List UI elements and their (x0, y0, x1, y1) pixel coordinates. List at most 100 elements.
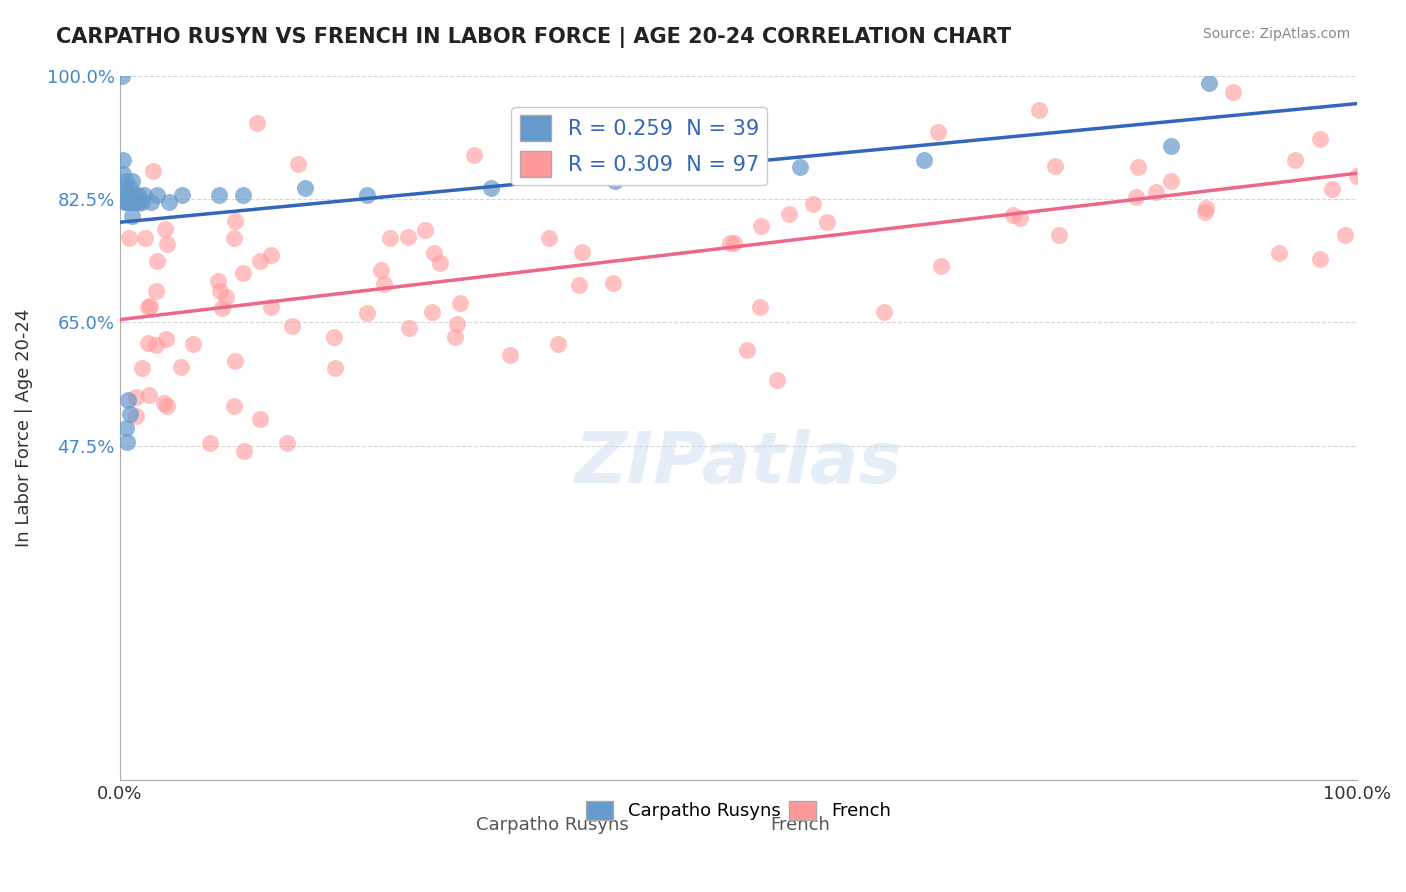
Point (1195, 202, 1218, 216)
Point (378, 231, 401, 245)
Point (1160, 139, 1182, 153)
Point (1309, 252, 1331, 267)
Point (224, 399, 246, 413)
Point (499, 348, 522, 362)
Point (603, 174, 626, 188)
Point (929, 259, 952, 273)
Point (125, 409, 148, 424)
Point (1047, 227, 1070, 242)
Point (134, 231, 156, 245)
Point (718, 235, 741, 250)
Point (136, 301, 159, 315)
Point (1001, 208, 1024, 222)
Point (1198, 76, 1220, 90)
Point (125, 390, 148, 404)
Point (114, 195, 136, 210)
Point (446, 317, 468, 331)
Point (873, 305, 896, 319)
Point (112, 153, 135, 167)
Point (142, 164, 165, 178)
Text: Source: ZipAtlas.com: Source: ZipAtlas.com (1202, 27, 1350, 41)
Point (249, 412, 271, 426)
Point (443, 330, 465, 344)
Point (246, 116, 269, 130)
Point (1144, 186, 1167, 200)
Point (287, 157, 309, 171)
Point (617, 148, 640, 162)
Point (157, 195, 180, 210)
Point (789, 160, 811, 174)
Point (115, 188, 138, 202)
Point (153, 395, 176, 409)
Point (153, 221, 176, 235)
Point (396, 229, 419, 244)
Point (449, 296, 471, 310)
Point (146, 188, 169, 202)
Point (1008, 211, 1031, 226)
Point (429, 256, 451, 270)
Point (145, 285, 167, 299)
Point (281, 318, 304, 333)
Point (181, 337, 204, 351)
Point (124, 195, 146, 210)
Point (127, 195, 149, 210)
Point (748, 301, 770, 315)
Point (224, 214, 246, 228)
Point (1333, 227, 1355, 242)
Point (121, 174, 143, 188)
Point (723, 235, 745, 250)
Point (509, 156, 531, 170)
Text: French: French (770, 815, 830, 834)
Point (1346, 169, 1368, 183)
Point (1125, 190, 1147, 204)
Point (120, 188, 142, 202)
Point (260, 300, 283, 314)
Point (121, 210, 143, 224)
Point (1126, 160, 1149, 174)
Point (356, 188, 378, 202)
Point (370, 262, 392, 277)
Point (111, 69, 134, 83)
Point (139, 299, 162, 313)
Point (115, 195, 138, 210)
Point (115, 174, 138, 188)
Point (413, 223, 436, 237)
Point (120, 195, 142, 210)
Point (115, 188, 138, 202)
Point (510, 162, 533, 177)
Point (815, 215, 838, 229)
Point (169, 359, 191, 374)
Point (567, 277, 589, 292)
Point (1322, 182, 1344, 196)
Point (232, 188, 254, 202)
Point (801, 197, 824, 211)
Point (912, 153, 935, 167)
Point (114, 181, 136, 195)
Point (260, 248, 283, 262)
Point (323, 360, 346, 375)
Point (423, 246, 446, 260)
Point (139, 195, 162, 210)
Point (323, 329, 346, 343)
Point (1284, 153, 1306, 167)
Point (136, 335, 159, 350)
Point (118, 407, 141, 421)
Point (479, 181, 502, 195)
Point (117, 195, 139, 210)
Point (735, 343, 758, 358)
Point (232, 266, 254, 280)
Point (131, 195, 153, 210)
Point (127, 188, 149, 202)
Point (232, 443, 254, 458)
Point (1194, 205, 1216, 219)
Point (420, 304, 443, 318)
Point (138, 388, 160, 402)
Point (1267, 246, 1289, 260)
Point (1160, 174, 1182, 188)
Point (124, 188, 146, 202)
Point (538, 231, 561, 245)
Point (209, 284, 232, 298)
Point (571, 244, 593, 259)
Point (156, 237, 179, 252)
Point (112, 167, 135, 181)
